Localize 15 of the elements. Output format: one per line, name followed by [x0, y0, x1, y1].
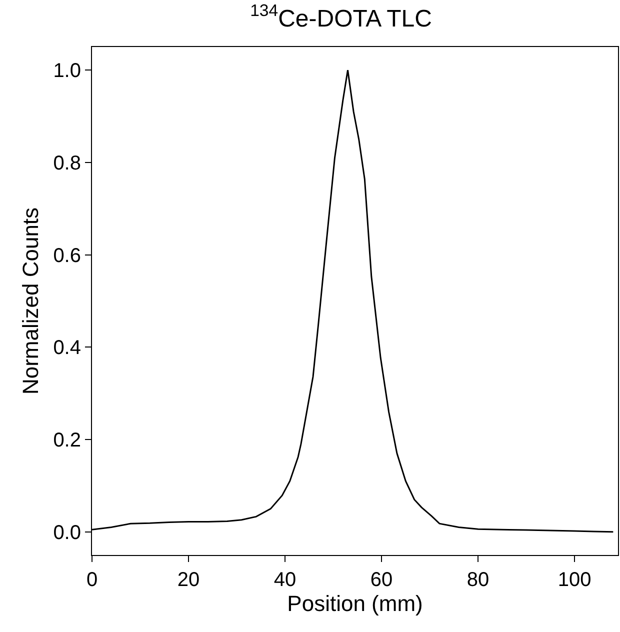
- y-tick-label: 0.8: [53, 152, 81, 174]
- x-tick-label: 40: [274, 569, 296, 591]
- y-tick-label: 1.0: [53, 60, 81, 82]
- x-tick-label: 100: [558, 569, 592, 591]
- y-tick-label: 0.0: [53, 522, 81, 544]
- x-tick-label: 60: [370, 569, 393, 591]
- x-tick-label: 0: [86, 569, 98, 591]
- x-tick-label: 20: [177, 569, 200, 591]
- chart-title: $^{134}$Ce-DOTA TLC: [250, 1, 432, 32]
- y-tick-label: 0.2: [53, 430, 81, 452]
- y-tick-label: 0.6: [53, 244, 81, 267]
- y-axis-title: Normalized Counts: [18, 207, 43, 395]
- x-axis-title: Position (mm): [287, 591, 423, 616]
- y-tick-label: 0.4: [53, 337, 81, 360]
- x-tick-label: 80: [466, 569, 490, 591]
